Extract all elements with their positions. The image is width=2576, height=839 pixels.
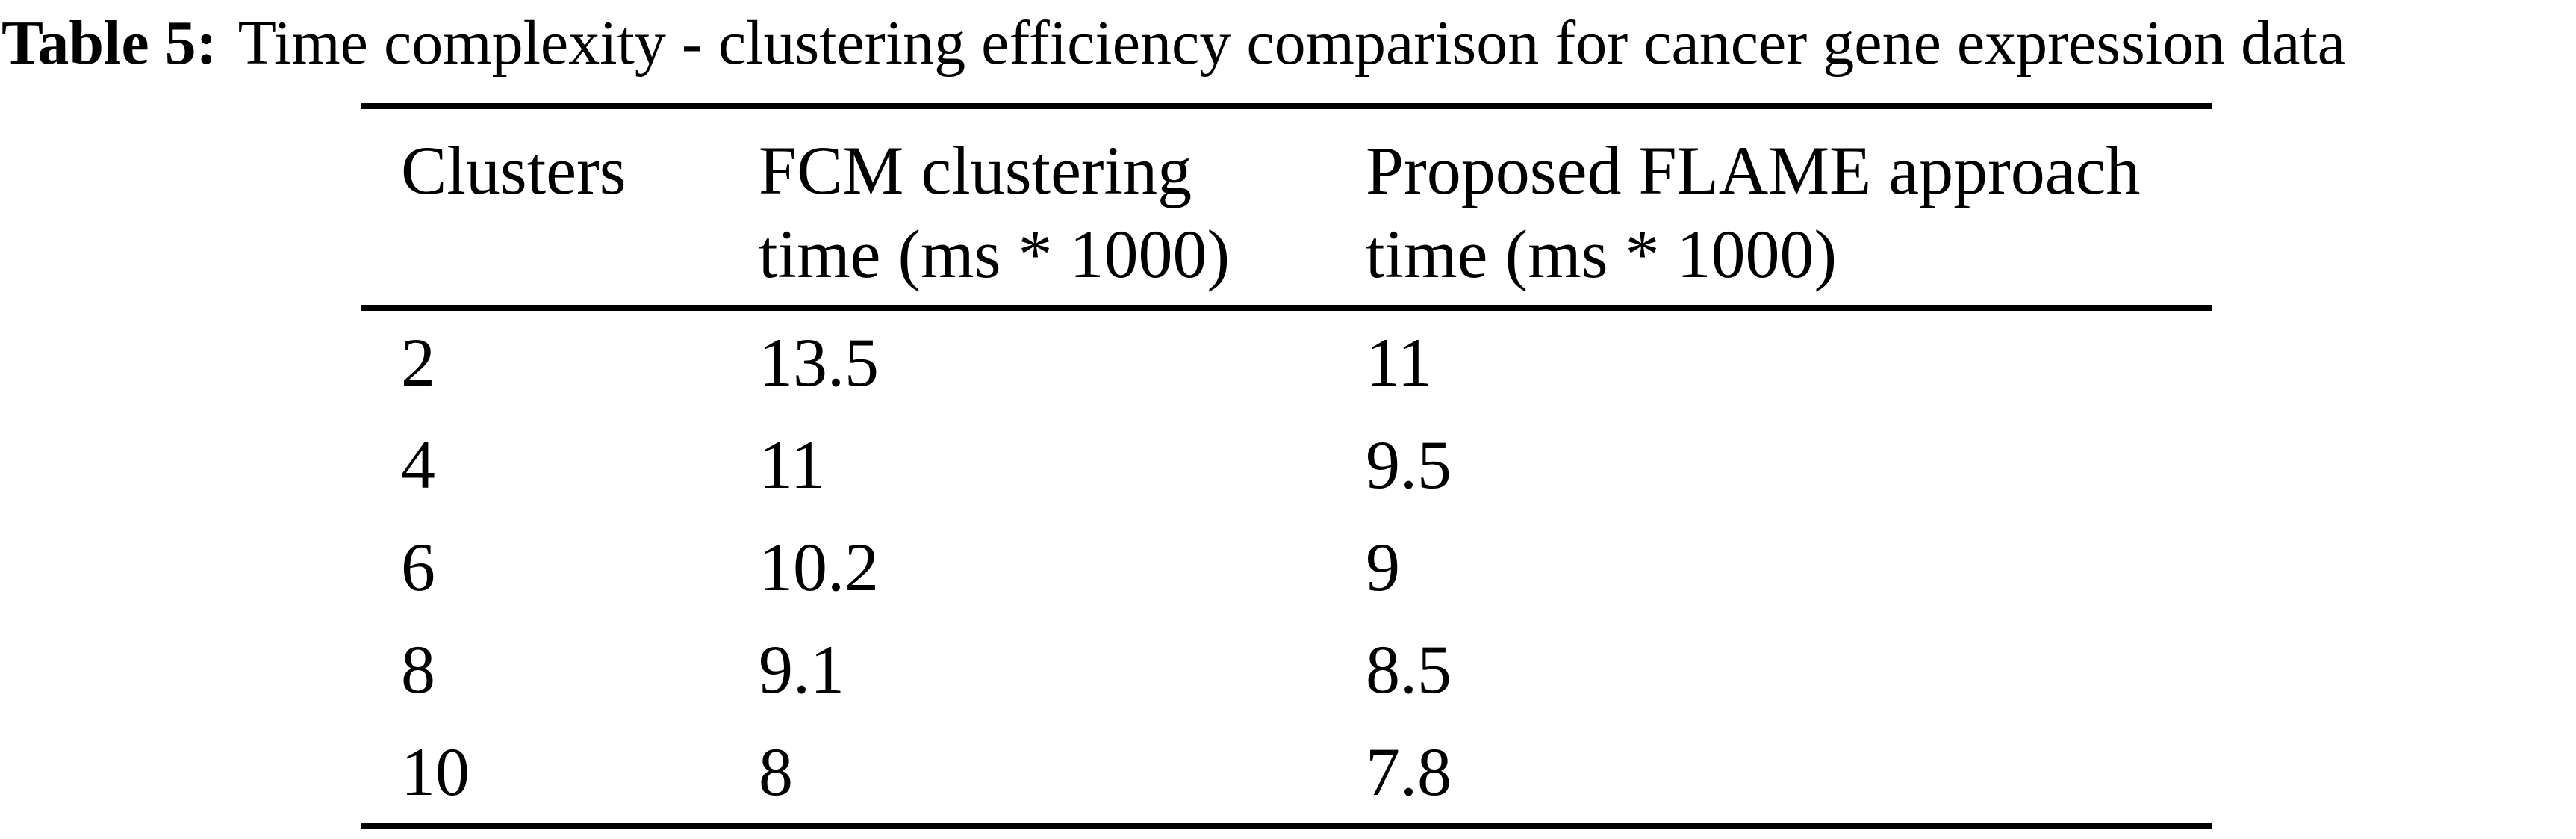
table-cell: 2 (401, 323, 435, 400)
table-cell: 9.1 (759, 631, 844, 708)
table-cell: 9 (1366, 528, 1400, 605)
table-cell: 10.2 (759, 528, 879, 605)
table-body: 2 13.5 11 4 11 9.5 6 10.2 9 8 9.1 8.5 10… (361, 311, 2212, 823)
column-header-line: time (ms * 1000) (1366, 216, 1838, 292)
table-cell: 8 (401, 631, 435, 708)
table-caption-label: Table 5: (1, 8, 217, 78)
column-header-flame-time: Proposed FLAME approach time (ms * 1000) (1366, 129, 2212, 296)
table-cell: 6 (401, 528, 435, 605)
table-cell: 13.5 (759, 323, 879, 400)
column-header-fcm-time: FCM clustering time (ms * 1000) (759, 129, 1366, 296)
table-row: 6 10.2 9 (361, 516, 2212, 618)
table-rule-top (361, 103, 2212, 109)
column-header-line: Clusters (401, 132, 626, 208)
table-caption-text: Time complexity - clustering efficiency … (237, 8, 2346, 78)
column-header-line: time (ms * 1000) (759, 216, 1231, 292)
table-cell: 4 (401, 426, 435, 503)
table-row: 2 13.5 11 (361, 311, 2212, 413)
table-cell: 10 (401, 733, 470, 810)
table-rule-header (361, 305, 2212, 311)
table-caption: Table 5: Time complexity - clustering eff… (1, 3, 2345, 84)
table-cell: 11 (1366, 323, 1432, 400)
table-cell: 9.5 (1366, 426, 1452, 503)
column-header-line: FCM clustering (759, 132, 1192, 208)
table-header-row: Clusters FCM clustering time (ms * 1000)… (361, 109, 2212, 305)
table-row: 4 11 9.5 (361, 413, 2212, 516)
table-row: 10 8 7.8 (361, 720, 2212, 823)
table-cell: 8.5 (1366, 631, 1452, 708)
table-row: 8 9.1 8.5 (361, 618, 2212, 720)
column-header-clusters: Clusters (401, 129, 759, 296)
table-cell: 7.8 (1366, 733, 1452, 810)
table-rule-bottom (361, 823, 2212, 829)
table-cell: 8 (759, 733, 793, 810)
data-table: Clusters FCM clustering time (ms * 1000)… (361, 103, 2212, 829)
table-cell: 11 (759, 426, 825, 503)
column-header-line: Proposed FLAME approach (1366, 132, 2141, 208)
